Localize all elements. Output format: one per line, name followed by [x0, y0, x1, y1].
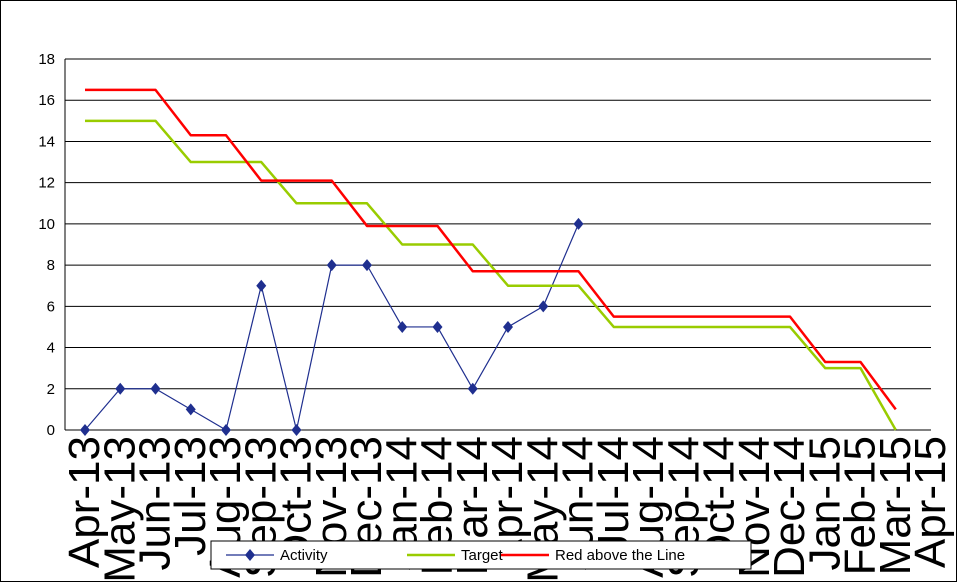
- legend-label: Target: [461, 547, 504, 564]
- data-point: [326, 259, 337, 272]
- legend-box: [210, 540, 752, 570]
- x-tick-label: Jul-13: [166, 436, 215, 556]
- y-tick-label: 4: [47, 340, 55, 357]
- data-point: [221, 424, 231, 436]
- data-point: [503, 320, 513, 333]
- x-tick-label: May-13: [95, 436, 144, 583]
- data-point: [256, 279, 267, 292]
- series-line: [85, 88, 897, 411]
- x-tick-label: Jan-15: [800, 436, 849, 571]
- x-tick-label: Jun-13: [131, 436, 180, 571]
- y-tick-label: 10: [38, 216, 55, 233]
- y-axis: 0 2 4 6 8 10 12 14 16 18: [38, 51, 66, 439]
- data-point: [467, 382, 478, 395]
- legend-item: Target: [407, 547, 504, 564]
- x-tick-label: Dec-14: [765, 436, 814, 578]
- x-tick-label: Jul-14: [589, 436, 638, 556]
- y-tick-label: 12: [38, 175, 55, 192]
- legend-label: Red above the Line: [555, 547, 685, 564]
- y-tick-label: 0: [47, 422, 55, 439]
- series-target: [85, 119, 897, 431]
- data-point: [80, 424, 90, 436]
- legend-label: Activity: [280, 547, 328, 564]
- x-tick-label: Apr-13: [60, 436, 109, 568]
- x-tick-label: Feb-15: [836, 436, 885, 575]
- data-point: [573, 217, 584, 230]
- gridlines: [65, 58, 931, 431]
- x-tick-label: Apr-15: [906, 436, 955, 568]
- data-point: [397, 320, 408, 333]
- data-point: [150, 382, 161, 395]
- series-lines: [80, 88, 897, 436]
- data-point: [538, 300, 549, 313]
- y-tick-label: 8: [47, 257, 55, 274]
- series-activity: [80, 217, 584, 436]
- data-point: [432, 320, 443, 333]
- data-point: [362, 259, 372, 272]
- x-tick-label: Mar-15: [871, 436, 920, 575]
- y-tick-label: 14: [38, 133, 55, 150]
- y-tick-label: 2: [47, 381, 55, 398]
- series-line: [85, 119, 897, 431]
- data-point: [185, 403, 196, 416]
- series-red-above-the-line: [85, 88, 897, 411]
- y-tick-label: 18: [38, 51, 55, 68]
- legend-marker: [245, 549, 255, 561]
- y-tick-label: 16: [38, 92, 55, 109]
- legend-item: Red above the Line: [501, 547, 685, 564]
- y-tick-label: 6: [47, 298, 55, 315]
- data-point: [115, 382, 126, 395]
- legend-item: Activity: [226, 547, 328, 564]
- legend: Activity Target Red above the Line: [210, 540, 752, 570]
- data-point: [291, 424, 302, 436]
